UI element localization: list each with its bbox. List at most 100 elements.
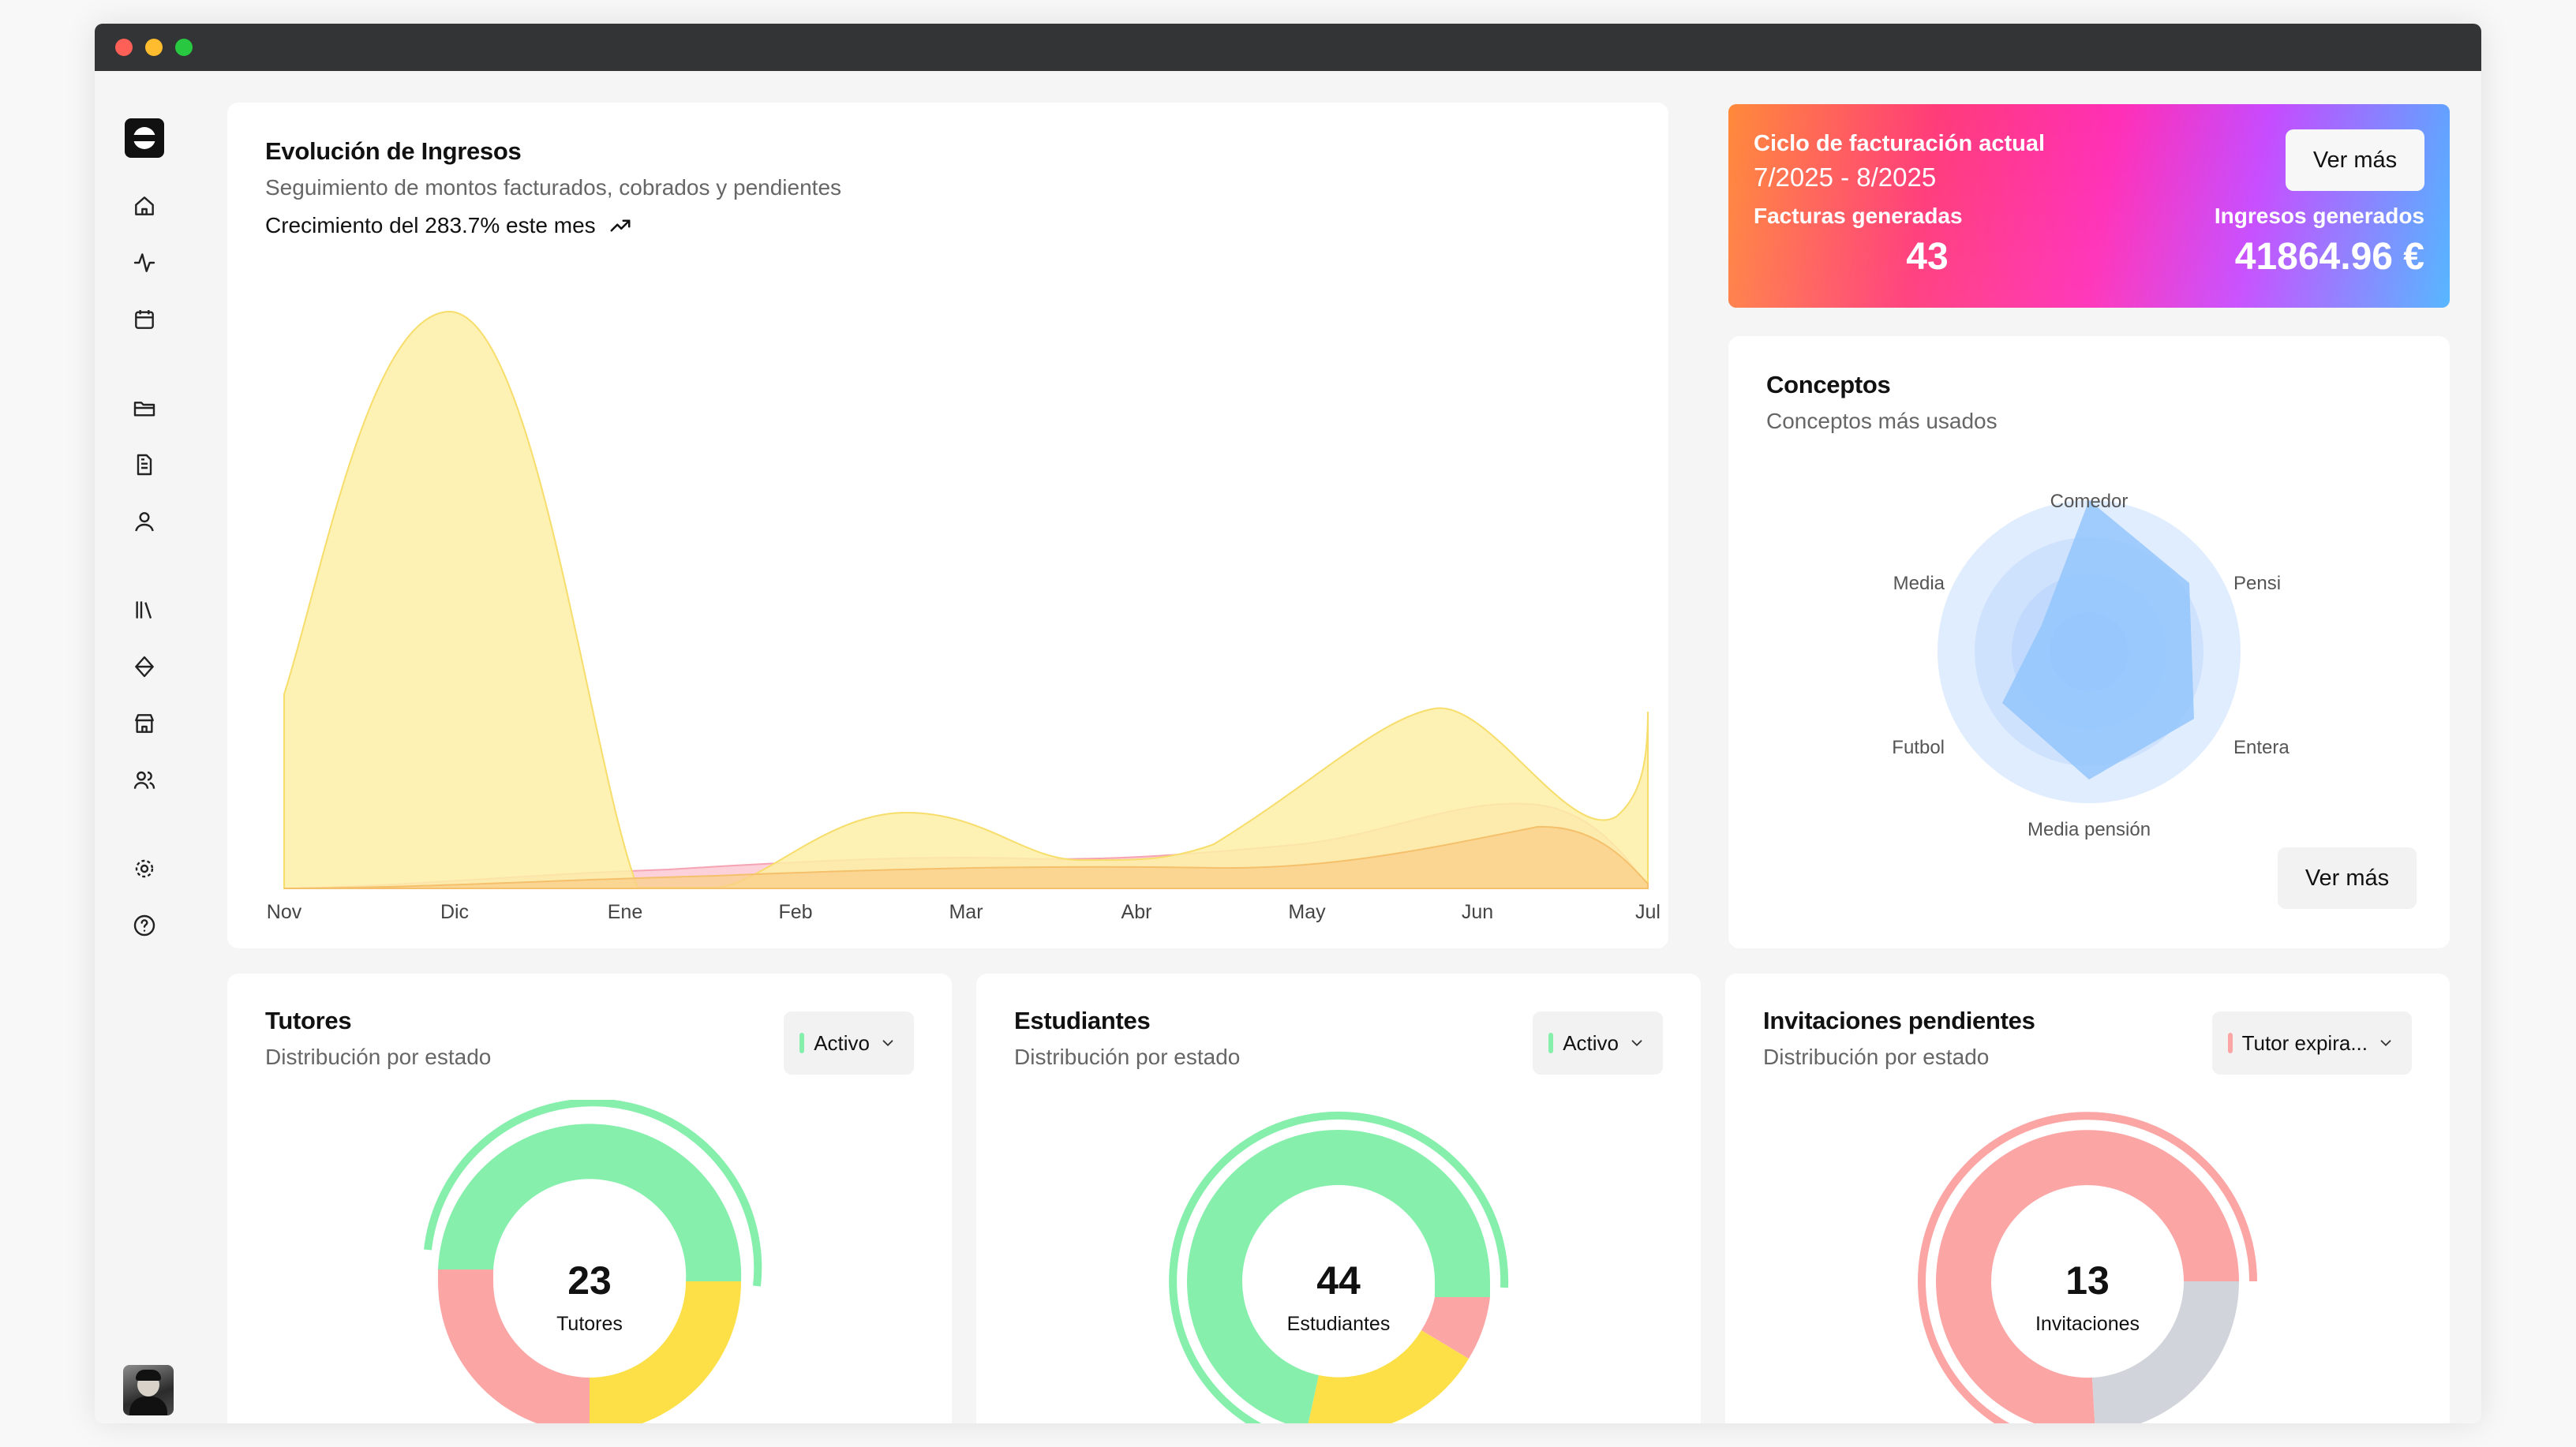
logo-icon (133, 127, 156, 149)
radar-label-media-pension: Media pensión (2027, 819, 2151, 840)
revenue-area-chart (283, 310, 1649, 889)
growth-indicator: Crecimiento del 283.7% este mes (265, 213, 632, 238)
donut-hole (1244, 1187, 1433, 1376)
revenue-evolution-card: Evolución de Ingresos Seguimiento de mon… (227, 103, 1668, 948)
donut-slice-inactive (438, 1269, 590, 1423)
concepts-see-more-button[interactable]: Ver más (2278, 847, 2417, 909)
radar-label-comedor: Comedor (2050, 491, 2129, 512)
chevron-down-icon (2380, 1040, 2391, 1047)
activity-icon[interactable] (128, 246, 161, 279)
title-bar (95, 24, 2481, 71)
donut-slice-active-lower (1186, 1281, 1319, 1423)
sidebar (95, 71, 213, 1423)
x-tick-dic: Dic (440, 901, 470, 923)
invitations-card: Invitaciones pendientes Distribución por… (1725, 974, 2450, 1423)
concepts-subtitle: Conceptos más usados (1766, 409, 1998, 433)
concepts-radar-chart (1938, 500, 2241, 803)
concepts-title: Conceptos (1766, 371, 1891, 398)
radar-label-entera: Entera (2233, 737, 2290, 758)
billed-area (283, 310, 1649, 889)
x-tick-mar: Mar (949, 901, 983, 923)
x-tick-feb: Feb (778, 901, 813, 923)
status-color-marker (799, 1033, 805, 1053)
collected-area (283, 825, 1649, 889)
concepts-card: Conceptos Conceptos más usados Comedor P… (1728, 336, 2450, 948)
income-label: Ingresos generados (2214, 204, 2424, 228)
status-color-marker (2227, 1033, 2233, 1053)
income-value: 41864.96 € (2234, 236, 2424, 278)
file-text-icon[interactable] (128, 448, 161, 481)
tutors-count-label: Tutores (556, 1313, 623, 1335)
invoices-value: 43 (1906, 236, 1949, 278)
radar-label-futbol: Futbol (1892, 737, 1945, 758)
donut-expired-highlight (1918, 1112, 2257, 1423)
radar-label-pension: Pensi (2233, 573, 2282, 594)
maximize-window-button[interactable] (175, 39, 193, 56)
revenue-subtitle: Seguimiento de montos facturados, cobrad… (265, 175, 842, 200)
billing-cycle-card: Ciclo de facturación actual 7/2025 - 8/2… (1728, 104, 2450, 308)
invoices-label: Facturas generadas (1754, 204, 1963, 228)
minimize-window-button[interactable] (145, 39, 163, 56)
students-card: Estudiantes Distribución por estado Acti… (976, 974, 1701, 1423)
radar-label-media: Media (1893, 573, 1945, 594)
donut-slice-tutor-expired (1936, 1130, 2239, 1423)
invitations-status-value: Tutor expira... (2241, 1030, 2368, 1055)
donut-active-highlight (1169, 1111, 1509, 1423)
calendar-icon[interactable] (128, 303, 161, 336)
x-tick-jul: Jul (1635, 901, 1661, 923)
trending-up-icon (610, 219, 631, 232)
billing-title: Ciclo de facturación actual (1754, 131, 2046, 156)
chevron-down-icon (882, 1040, 893, 1047)
invitations-count: 13 (2065, 1258, 2110, 1303)
donut-active-highlight (424, 1100, 762, 1287)
tag-icon[interactable] (128, 650, 161, 683)
donut-slice-inactive (1421, 1297, 1490, 1359)
tutors-status-value: Activo (814, 1030, 870, 1055)
students-status-select[interactable]: Activo (1533, 1011, 1663, 1075)
students-subtitle: Distribución por estado (1014, 1045, 1241, 1069)
donut-slice-active (438, 1124, 742, 1281)
x-tick-ene: Ene (607, 901, 643, 923)
students-count: 44 (1316, 1258, 1361, 1303)
folder-icon[interactable] (128, 391, 161, 424)
growth-text: Crecimiento del 283.7% este mes (265, 213, 596, 237)
billing-period: 7/2025 - 8/2025 (1754, 163, 1937, 192)
tutors-title: Tutores (265, 1007, 352, 1034)
invitations-subtitle: Distribución por estado (1763, 1045, 1990, 1069)
x-tick-nov: Nov (266, 901, 302, 923)
home-icon[interactable] (128, 189, 161, 222)
donut-slice-other (2092, 1281, 2240, 1423)
app-window: Evolución de Ingresos Seguimiento de mon… (95, 24, 2481, 1423)
donut-slice-pending (1308, 1330, 1469, 1423)
revenue-title: Evolución de Ingresos (265, 137, 522, 165)
chevron-down-icon (1631, 1040, 1642, 1047)
app-logo[interactable] (125, 118, 164, 158)
tutors-status-select[interactable]: Activo (784, 1011, 914, 1075)
billing-see-more-button[interactable]: Ver más (2286, 129, 2424, 191)
close-window-button[interactable] (115, 39, 133, 56)
invitations-title: Invitaciones pendientes (1763, 1007, 2035, 1034)
students-donut-chart (1169, 1111, 1509, 1423)
students-status-value: Activo (1563, 1030, 1619, 1055)
donut-slice-pending (590, 1281, 741, 1423)
user-icon[interactable] (128, 505, 161, 538)
store-icon[interactable] (128, 707, 161, 740)
user-avatar[interactable] (123, 1365, 174, 1415)
students-count-label: Estudiantes (1286, 1313, 1391, 1335)
help-icon[interactable] (128, 909, 161, 942)
donut-hole (495, 1187, 684, 1376)
x-tick-abr: Abr (1121, 901, 1152, 923)
radar-series-shape (2002, 500, 2194, 780)
tutors-count: 23 (567, 1258, 612, 1303)
tutors-subtitle: Distribución por estado (265, 1045, 492, 1069)
students-title: Estudiantes (1014, 1007, 1151, 1034)
invitations-status-select[interactable]: Tutor expira... (2211, 1011, 2412, 1075)
donut-hole (1993, 1187, 2182, 1376)
invitations-donut-chart (1918, 1112, 2257, 1423)
x-tick-may: May (1288, 901, 1326, 923)
status-color-marker (1548, 1033, 1554, 1053)
settings-icon[interactable] (128, 852, 161, 885)
invitations-count-label: Invitaciones (2035, 1313, 2140, 1335)
users-icon[interactable] (128, 764, 161, 797)
library-icon[interactable] (128, 593, 161, 626)
